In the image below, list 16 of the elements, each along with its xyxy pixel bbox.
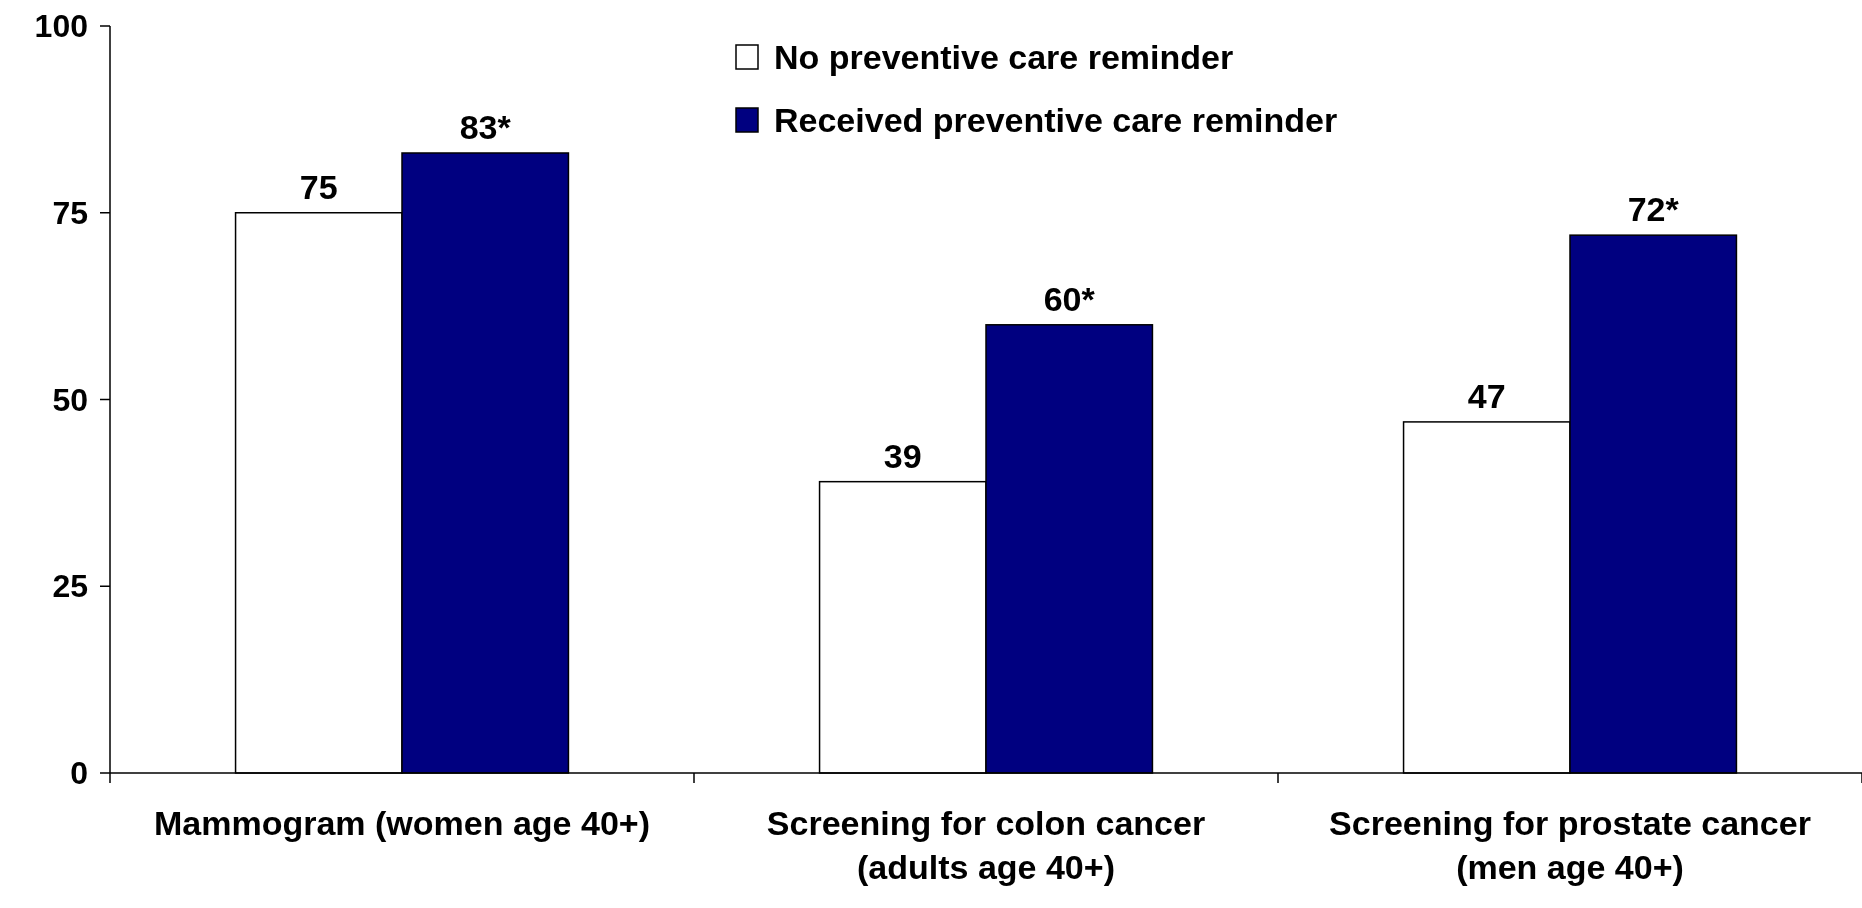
y-tick-label: 100: [34, 8, 88, 45]
data-label: 72*: [1627, 190, 1680, 229]
x-tick-label: Mammogram (women age 40+): [154, 804, 650, 842]
y-tick-label: 50: [52, 381, 88, 418]
y-tick-label: 25: [52, 568, 88, 605]
data-label: 83*: [459, 107, 512, 146]
legend-label: Received preventive care reminder: [774, 100, 1338, 139]
data-label: 39: [883, 436, 922, 475]
data-label: 60*: [1043, 279, 1096, 318]
legend-label: No preventive care reminder: [774, 37, 1234, 76]
y-tick-label: 0: [70, 755, 88, 792]
data-label: 75: [299, 167, 338, 206]
x-tick-label: Screening for prostate cancer (men age 40+): [1329, 804, 1811, 886]
x-tick-label: Screening for colon cancer (adults age 40+): [766, 804, 1206, 886]
y-tick-label: 75: [52, 194, 88, 231]
data-label: 47: [1467, 376, 1506, 415]
